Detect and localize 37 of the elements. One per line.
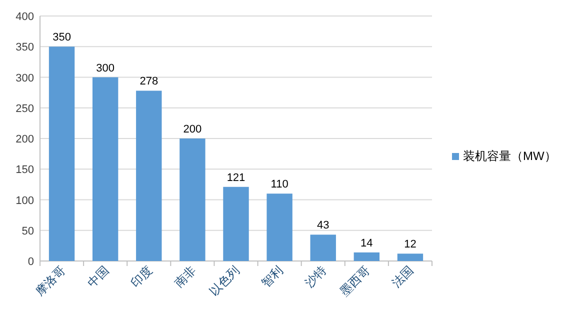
x-tick-label: 墨西哥 [337, 263, 373, 299]
bar [310, 234, 336, 261]
data-label: 14 [360, 237, 373, 250]
x-tick-label: 印度 [128, 263, 156, 290]
data-label: 278 [140, 76, 158, 88]
data-label: 350 [52, 32, 71, 44]
y-tick-label: 0 [28, 256, 34, 268]
bar [266, 194, 292, 261]
bar [136, 90, 162, 261]
data-label: 43 [316, 220, 330, 232]
bar [92, 77, 118, 261]
bar [48, 46, 75, 261]
x-tick-label: 沙特 [302, 263, 330, 290]
x-tick-label: 中国 [84, 263, 112, 290]
data-label: 300 [96, 62, 115, 74]
y-tick-label: 50 [22, 225, 34, 238]
y-tick-label: 350 [16, 42, 34, 54]
y-tick-label: 100 [16, 194, 34, 207]
data-label: 121 [226, 172, 246, 184]
y-tick-label: 200 [16, 134, 34, 146]
data-label: 12 [404, 238, 416, 251]
legend-label: 装机容量（MW） [463, 149, 556, 163]
y-tick-label: 150 [16, 164, 34, 176]
data-label: 200 [183, 124, 202, 136]
bar [180, 138, 206, 261]
data-label: 110 [270, 178, 288, 191]
y-tick-label: 400 [16, 11, 34, 23]
bar [223, 186, 249, 261]
x-tick-label: 以色列 [206, 263, 242, 299]
x-tick-label: 法国 [389, 263, 416, 290]
x-tick-label: 智利 [258, 263, 286, 290]
bar [397, 254, 424, 261]
y-tick-label: 250 [16, 102, 34, 115]
x-tick-label: 南非 [172, 263, 199, 290]
bar [354, 252, 380, 261]
y-tick-label: 300 [16, 72, 34, 84]
x-tick-label: 摩洛哥 [32, 263, 68, 299]
